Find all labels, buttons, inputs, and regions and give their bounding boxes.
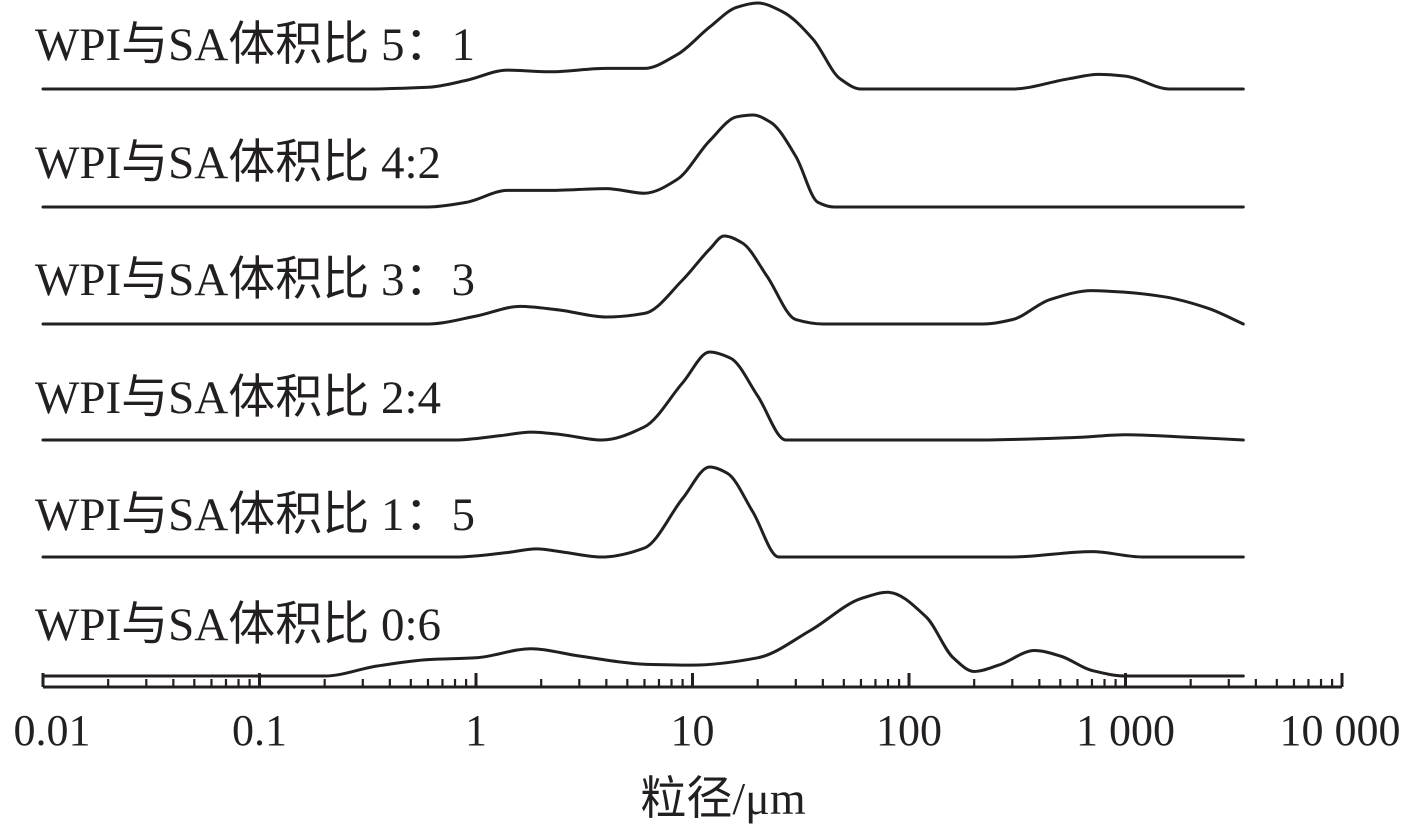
series-line	[41, 1, 1245, 91]
series-line	[41, 350, 1245, 442]
series-line	[41, 465, 1245, 559]
x-tick-label: 0.1	[232, 706, 287, 755]
series-label: WPI与SA体积比 2:4	[35, 372, 441, 424]
x-axis: 0.01 0.1 1 10 100 1 000 10 000	[14, 673, 1401, 755]
series-line	[41, 113, 1245, 209]
series-label: WPI与SA体积比 0:6	[35, 599, 441, 651]
series-group: WPI与SA体积比 5：1 WPI与SA体积比 4:2 WPI与SA体积比 3：3 W…	[35, 1, 1245, 678]
series-label: WPI与SA体积比 5：1	[35, 19, 475, 71]
x-tick-label: 10	[671, 706, 715, 755]
x-tick-label: 1	[465, 706, 487, 755]
x-tick-label: 10 000	[1280, 706, 1401, 755]
series-line	[41, 234, 1245, 326]
series-line	[41, 590, 1245, 678]
x-axis-title: 粒径/μm	[640, 773, 805, 824]
x-tick-label: 1 000	[1076, 706, 1175, 755]
series-label: WPI与SA体积比 1：5	[35, 489, 475, 541]
x-tick-label: 0.01	[14, 706, 91, 755]
series-label: WPI与SA体积比 4:2	[35, 137, 441, 189]
series-label: WPI与SA体积比 3：3	[35, 254, 475, 306]
x-tick-label: 100	[876, 706, 942, 755]
